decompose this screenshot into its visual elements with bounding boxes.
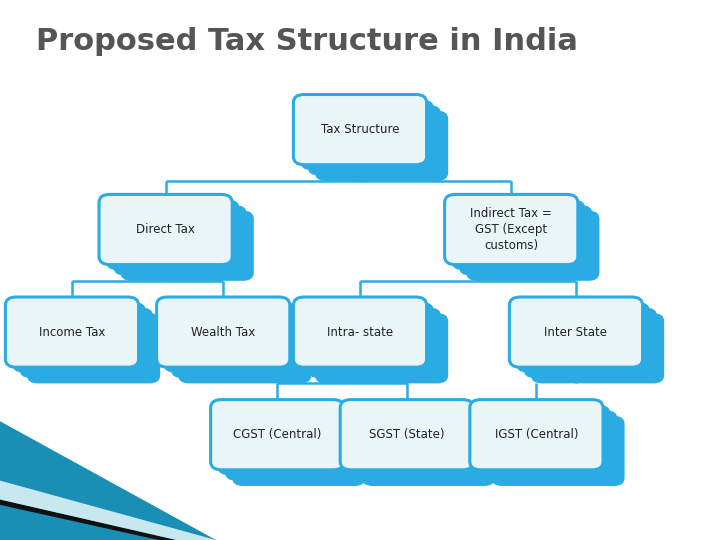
FancyBboxPatch shape (163, 302, 297, 373)
FancyBboxPatch shape (294, 94, 426, 165)
Text: Proposed Tax Structure in India: Proposed Tax Structure in India (36, 27, 578, 56)
FancyBboxPatch shape (524, 308, 657, 378)
FancyBboxPatch shape (210, 400, 344, 470)
FancyBboxPatch shape (354, 410, 488, 481)
FancyBboxPatch shape (361, 416, 495, 486)
FancyBboxPatch shape (452, 200, 585, 270)
FancyBboxPatch shape (484, 410, 618, 481)
FancyBboxPatch shape (347, 405, 481, 475)
Polygon shape (0, 481, 216, 540)
Polygon shape (0, 421, 216, 540)
FancyBboxPatch shape (444, 194, 577, 265)
FancyBboxPatch shape (232, 416, 366, 486)
Text: Intra- state: Intra- state (327, 326, 393, 339)
Text: Indirect Tax =
GST (Except
customs): Indirect Tax = GST (Except customs) (470, 207, 552, 252)
FancyBboxPatch shape (517, 302, 650, 373)
FancyBboxPatch shape (477, 405, 610, 475)
FancyBboxPatch shape (469, 400, 603, 470)
FancyBboxPatch shape (178, 313, 311, 383)
FancyBboxPatch shape (294, 297, 426, 367)
FancyBboxPatch shape (467, 211, 599, 281)
FancyBboxPatch shape (308, 308, 441, 378)
FancyBboxPatch shape (156, 297, 289, 367)
Text: Tax Structure: Tax Structure (320, 123, 400, 136)
FancyBboxPatch shape (225, 410, 359, 481)
FancyBboxPatch shape (121, 211, 254, 281)
Text: IGST (Central): IGST (Central) (495, 428, 578, 441)
FancyBboxPatch shape (217, 405, 351, 475)
FancyBboxPatch shape (301, 302, 433, 373)
FancyBboxPatch shape (171, 308, 304, 378)
FancyBboxPatch shape (6, 297, 138, 367)
FancyBboxPatch shape (531, 313, 665, 383)
FancyBboxPatch shape (107, 200, 239, 270)
Text: Inter State: Inter State (544, 326, 608, 339)
Text: CGST (Central): CGST (Central) (233, 428, 321, 441)
FancyBboxPatch shape (20, 308, 153, 378)
FancyBboxPatch shape (114, 205, 246, 275)
Polygon shape (0, 500, 176, 540)
FancyBboxPatch shape (510, 297, 643, 367)
Text: Income Tax: Income Tax (39, 326, 105, 339)
FancyBboxPatch shape (27, 313, 160, 383)
Text: Direct Tax: Direct Tax (136, 223, 195, 236)
FancyBboxPatch shape (491, 416, 624, 486)
FancyBboxPatch shape (340, 400, 474, 470)
FancyBboxPatch shape (459, 205, 593, 275)
FancyBboxPatch shape (315, 313, 448, 383)
FancyBboxPatch shape (315, 111, 448, 181)
Text: SGST (State): SGST (State) (369, 428, 444, 441)
FancyBboxPatch shape (13, 302, 145, 373)
FancyBboxPatch shape (99, 194, 232, 265)
Text: Wealth Tax: Wealth Tax (191, 326, 256, 339)
FancyBboxPatch shape (308, 105, 441, 176)
FancyBboxPatch shape (301, 100, 433, 170)
